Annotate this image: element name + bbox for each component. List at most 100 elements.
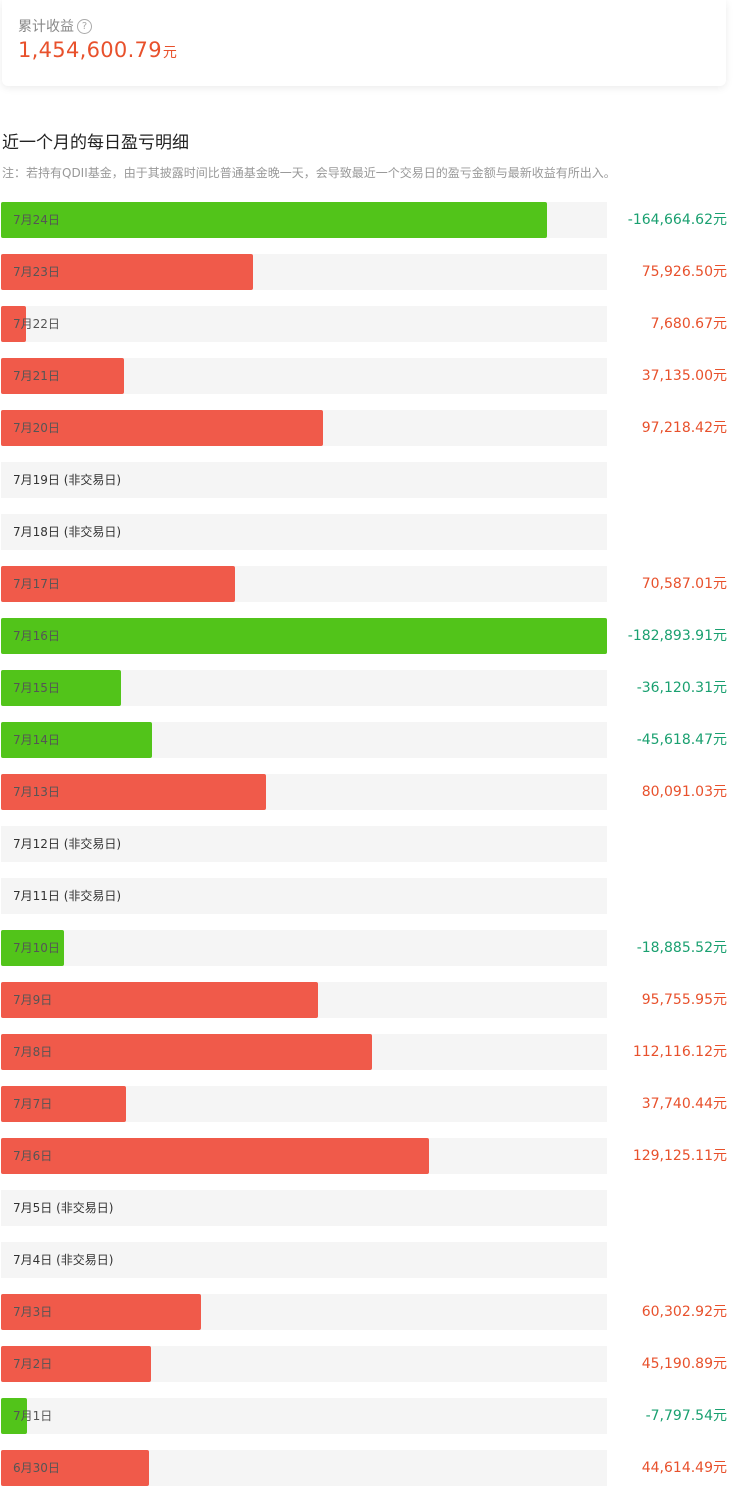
row-amount-unit: 元 [713, 1356, 727, 1372]
daily-pnl-row[interactable]: 7月1日 -7,797.54元 [0, 1398, 734, 1434]
daily-pnl-row[interactable]: 7月22日 7,680.67元 [0, 306, 734, 342]
help-icon[interactable]: ? [77, 18, 92, 34]
row-date: 7月21日 [13, 369, 60, 383]
row-amount-unit: 元 [713, 212, 727, 228]
profit-bar [1, 1346, 151, 1382]
row-date: 6月30日 [13, 1461, 60, 1475]
row-amount-unit: 元 [713, 940, 727, 956]
daily-pnl-row[interactable]: 7月5日 (非交易日) [0, 1190, 734, 1226]
bar-track [1, 462, 607, 498]
row-amount: -164,664.62元 [628, 202, 727, 238]
daily-pnl-row[interactable]: 7月23日 75,926.50元 [0, 254, 734, 290]
row-amount-unit: 元 [713, 264, 727, 280]
row-amount-value: 37,740.44 [641, 1096, 713, 1112]
row-amount-unit: 元 [713, 1460, 727, 1476]
daily-pnl-row[interactable]: 7月18日 (非交易日) [0, 514, 734, 550]
daily-pnl-row[interactable]: 7月8日 112,116.12元 [0, 1034, 734, 1070]
profit-bar [1, 1086, 126, 1122]
bar-track [1, 1398, 607, 1434]
daily-pnl-row[interactable]: 7月11日 (非交易日) [0, 878, 734, 914]
bar-track [1, 774, 607, 810]
bar-track [1, 1138, 607, 1174]
loss-bar [1, 618, 607, 654]
daily-pnl-row[interactable]: 7月20日 97,218.42元 [0, 410, 734, 446]
row-amount: 80,091.03元 [642, 774, 727, 810]
row-date: 7月18日 (非交易日) [13, 525, 122, 539]
daily-pnl-row[interactable]: 7月13日 80,091.03元 [0, 774, 734, 810]
bar-track [1, 1294, 607, 1330]
daily-pnl-row[interactable]: 7月7日 37,740.44元 [0, 1086, 734, 1122]
row-amount: 7,680.67元 [651, 306, 727, 342]
daily-pnl-list: 7月24日 -164,664.62元 7月23日 75,926.50元 7月22日 7,6… [0, 202, 734, 1502]
daily-pnl-row[interactable]: 7月17日 70,587.01元 [0, 566, 734, 602]
row-amount: 97,218.42元 [642, 410, 727, 446]
row-amount: 75,926.50元 [642, 254, 727, 290]
row-amount-unit: 元 [713, 784, 727, 800]
row-amount: 45,190.89元 [642, 1346, 727, 1382]
profit-bar [1, 1034, 372, 1070]
row-amount-value: 44,614.49 [641, 1460, 713, 1476]
daily-pnl-row[interactable]: 7月12日 (非交易日) [0, 826, 734, 862]
cumulative-earnings-unit: 元 [162, 45, 177, 61]
row-amount-unit: 元 [713, 576, 727, 592]
daily-pnl-row[interactable]: 6月30日 44,614.49元 [0, 1450, 734, 1486]
row-amount-unit: 元 [713, 1408, 727, 1424]
daily-pnl-row[interactable]: 7月10日 -18,885.52元 [0, 930, 734, 966]
daily-pnl-row[interactable]: 7月19日 (非交易日) [0, 462, 734, 498]
bar-track [1, 930, 607, 966]
bar-track [1, 1086, 607, 1122]
daily-pnl-row[interactable]: 7月2日 45,190.89元 [0, 1346, 734, 1382]
bar-track [1, 722, 607, 758]
row-amount: 37,135.00元 [642, 358, 727, 394]
row-date: 7月19日 (非交易日) [13, 473, 122, 487]
daily-pnl-row[interactable]: 7月6日 129,125.11元 [0, 1138, 734, 1174]
bar-track [1, 982, 607, 1018]
row-amount: -18,885.52元 [637, 930, 727, 966]
daily-pnl-row[interactable]: 7月3日 60,302.92元 [0, 1294, 734, 1330]
bar-track [1, 670, 607, 706]
bar-track [1, 826, 607, 862]
row-amount-unit: 元 [713, 316, 727, 332]
row-amount-value: 7,680.67 [650, 316, 713, 332]
bar-track [1, 566, 607, 602]
daily-pnl-row[interactable]: 7月9日 95,755.95元 [0, 982, 734, 1018]
row-amount: 37,740.44元 [642, 1086, 727, 1122]
row-date: 7月17日 [13, 577, 60, 591]
row-amount: -7,797.54元 [646, 1398, 727, 1434]
row-amount-value: -164,664.62 [627, 212, 713, 228]
row-amount-value: 75,926.50 [641, 264, 713, 280]
bar-track [1, 1450, 607, 1486]
bar-track [1, 410, 607, 446]
profit-bar [1, 254, 253, 290]
daily-pnl-row[interactable]: 7月24日 -164,664.62元 [0, 202, 734, 238]
daily-pnl-row[interactable]: 7月14日 -45,618.47元 [0, 722, 734, 758]
bar-track [1, 1346, 607, 1382]
daily-pnl-row[interactable]: 7月16日 -182,893.91元 [0, 618, 734, 654]
row-date: 7月5日 (非交易日) [13, 1201, 114, 1215]
daily-pnl-row[interactable]: 7月21日 37,135.00元 [0, 358, 734, 394]
loss-bar [1, 670, 121, 706]
row-amount-value: 97,218.42 [641, 420, 713, 436]
row-amount-unit: 元 [713, 680, 727, 696]
row-date: 7月23日 [13, 265, 60, 279]
row-date: 7月3日 [13, 1305, 53, 1319]
daily-pnl-row[interactable]: 7月4日 (非交易日) [0, 1242, 734, 1278]
bar-track [1, 254, 607, 290]
profit-bar [1, 982, 318, 1018]
cumulative-earnings-card: 累计收益 ? 1,454,600.79元 [2, 0, 726, 86]
row-amount-unit: 元 [713, 1044, 727, 1060]
row-amount-unit: 元 [713, 992, 727, 1008]
row-date: 7月9日 [13, 993, 53, 1007]
profit-bar [1, 566, 235, 602]
profit-bar [1, 358, 124, 394]
row-date: 7月20日 [13, 421, 60, 435]
row-date: 7月10日 [13, 941, 60, 955]
row-date: 7月11日 (非交易日) [13, 889, 122, 903]
row-amount: 44,614.49元 [642, 1450, 727, 1486]
bar-track [1, 618, 607, 654]
row-date: 7月8日 [13, 1045, 53, 1059]
daily-pnl-row[interactable]: 7月15日 -36,120.31元 [0, 670, 734, 706]
row-amount-unit: 元 [713, 420, 727, 436]
loss-bar [1, 930, 64, 966]
row-amount-value: -182,893.91 [627, 628, 713, 644]
